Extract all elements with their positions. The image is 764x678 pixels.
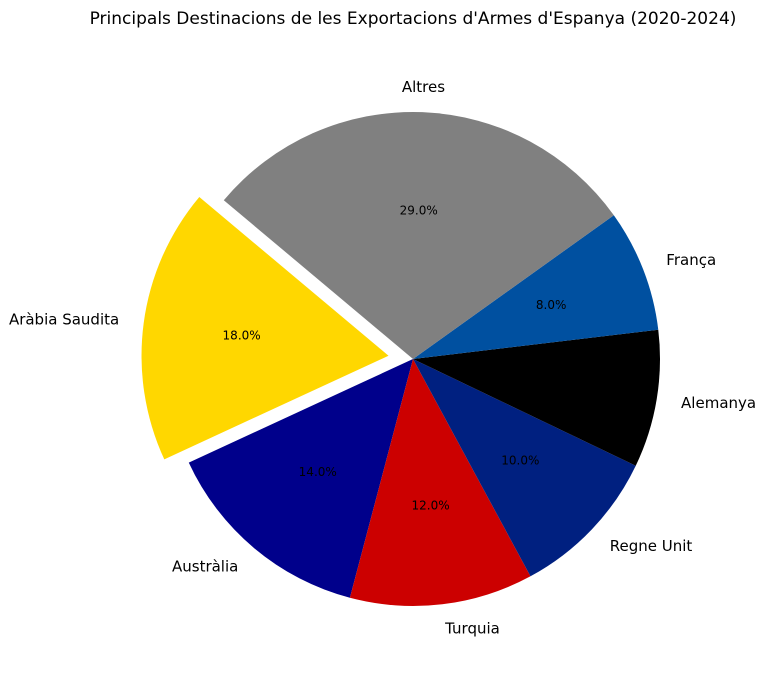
- slice-label-arabia-saudita: Aràbia Saudita: [9, 310, 119, 328]
- pie-slice-australia: [188, 359, 413, 598]
- slice-label-australia: Austràlia: [172, 558, 238, 576]
- percent-label-franca: 8.0%: [536, 298, 567, 312]
- pie-slices: [141, 112, 660, 606]
- percent-label-altres: 29.0%: [400, 203, 438, 217]
- slice-label-alemanya: Alemanya: [681, 394, 756, 412]
- percent-label-regne-unit: 10.0%: [501, 454, 539, 468]
- percent-label-australia: 14.0%: [299, 465, 337, 479]
- slice-labels: Aràbia Saudita Austràlia Turquia Regne Unit…: [9, 78, 756, 637]
- slice-label-regne-unit: Regne Unit: [610, 537, 693, 555]
- slice-label-turquia: Turquia: [444, 619, 500, 637]
- slice-label-altres: Altres: [402, 78, 445, 96]
- percent-label-arabia-saudita: 18.0%: [223, 329, 261, 343]
- pie-slice-regne-unit: [413, 359, 636, 577]
- pie-slice-alemanya: [413, 329, 660, 466]
- pie-slice-turquia: [349, 359, 531, 606]
- pie-slice-franca: [413, 215, 659, 359]
- pie-slice-altres: [223, 112, 614, 359]
- percent-label-turquia: 12.0%: [411, 499, 449, 513]
- chart-title: Principals Destinacions de les Exportaci…: [90, 9, 737, 29]
- slice-label-franca: França: [666, 251, 716, 269]
- percent-labels: 18.0% 14.0% 12.0% 10.0% 8.0% 29.0%: [223, 203, 567, 512]
- pie-slice-arabia-saudita: [141, 196, 389, 460]
